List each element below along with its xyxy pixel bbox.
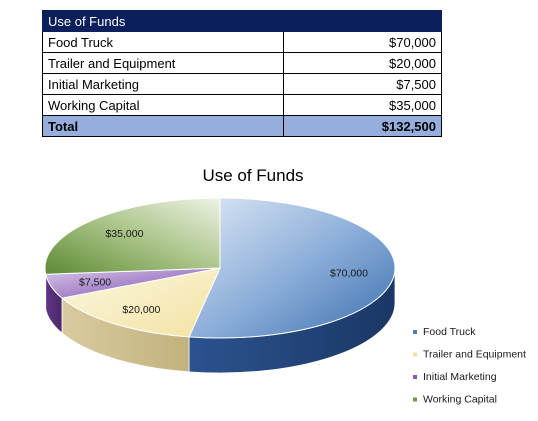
pie-slice-food-truck — [188, 197, 396, 339]
legend-swatch-food-truck — [413, 330, 417, 334]
data-labels-group: $70,000 $20,000 $7,500 $35,000 — [79, 228, 368, 316]
legend: Food Truck Trailer and Equipment Initial M… — [413, 326, 526, 406]
legend-swatch-working-capital — [413, 397, 417, 402]
row-amount: $7,500 — [283, 73, 442, 95]
row-label: Working Capital — [42, 94, 284, 116]
legend-swatch-trailer-and-equipment — [413, 352, 417, 357]
row-label: Food Truck — [42, 31, 284, 53]
use-of-funds-table: Use of Funds Food Truck $70,000 Trailer … — [42, 10, 442, 137]
row-label: Initial Marketing — [42, 73, 284, 95]
row-amount: $20,000 — [283, 52, 442, 74]
data-label-food-truck: $70,000 — [330, 268, 368, 280]
pie-slice-trailer-and-equipment — [60, 267, 221, 338]
data-label-initial-marketing: $7,500 — [79, 277, 111, 289]
chart-title: Use of Funds — [202, 166, 303, 185]
table-row: Food Truck $70,000 — [42, 31, 442, 53]
row-amount: $70,000 — [283, 31, 442, 53]
pie-slices-group — [44, 197, 396, 374]
legend-label-food-truck: Food Truck — [423, 326, 476, 338]
total-amount: $132,500 — [283, 115, 442, 137]
pie-chart: Use of Funds $70,000 $20,000 $7,500 $35,000… — [44, 166, 526, 406]
row-amount: $35,000 — [283, 94, 442, 116]
pie-slice-working-capital — [44, 197, 221, 275]
table-total-row: Total $132,500 — [42, 115, 442, 137]
table-header-row: Use of Funds — [42, 10, 442, 32]
legend-label-trailer-and-equipment: Trailer and Equipment — [423, 349, 526, 361]
row-label: Trailer and Equipment — [42, 52, 284, 74]
table-row: Initial Marketing $7,500 — [42, 73, 442, 95]
table-row: Working Capital $35,000 — [42, 94, 442, 116]
table-title: Use of Funds — [42, 10, 442, 32]
legend-swatch-initial-marketing — [413, 375, 417, 379]
table-row: Trailer and Equipment $20,000 — [42, 52, 442, 74]
data-label-trailer-and-equipment: $20,000 — [122, 304, 160, 316]
data-label-working-capital: $35,000 — [105, 228, 143, 240]
legend-label-initial-marketing: Initial Marketing — [423, 371, 497, 383]
total-label: Total — [42, 115, 284, 137]
legend-label-working-capital: Working Capital — [423, 394, 497, 406]
